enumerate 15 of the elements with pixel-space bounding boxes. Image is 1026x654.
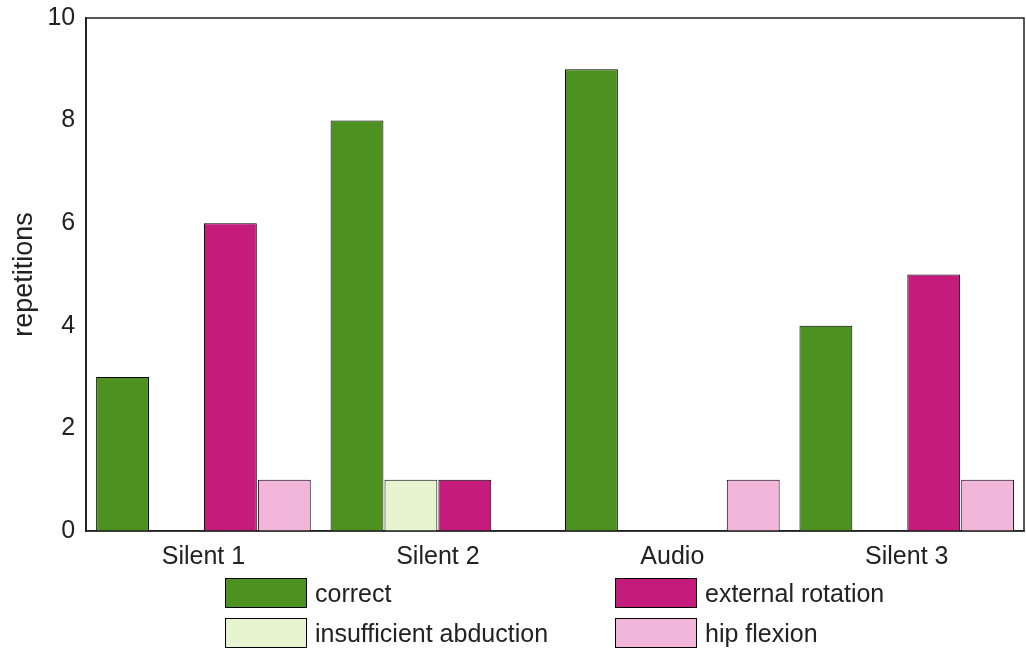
- legend-label: external rotation: [705, 578, 885, 608]
- x-tick-label: Silent 3: [865, 540, 949, 569]
- y-tick-label: 10: [47, 1, 76, 30]
- legend-label: hip flexion: [705, 618, 818, 648]
- y-tick-label: 4: [61, 309, 76, 338]
- y-tick-label: 6: [61, 207, 76, 236]
- x-tick-label: Silent 1: [161, 540, 246, 569]
- x-tick-label: Silent 2: [396, 540, 480, 569]
- y-tick-label: 0: [61, 514, 76, 543]
- y-tick-label: 2: [61, 412, 76, 441]
- legend-label: insufficient abduction: [315, 618, 549, 648]
- y-tick-label: 8: [61, 104, 76, 133]
- y-axis-title: repetitions: [7, 212, 38, 337]
- legend-label: correct: [315, 578, 392, 608]
- x-tick-label: Audio: [640, 540, 705, 569]
